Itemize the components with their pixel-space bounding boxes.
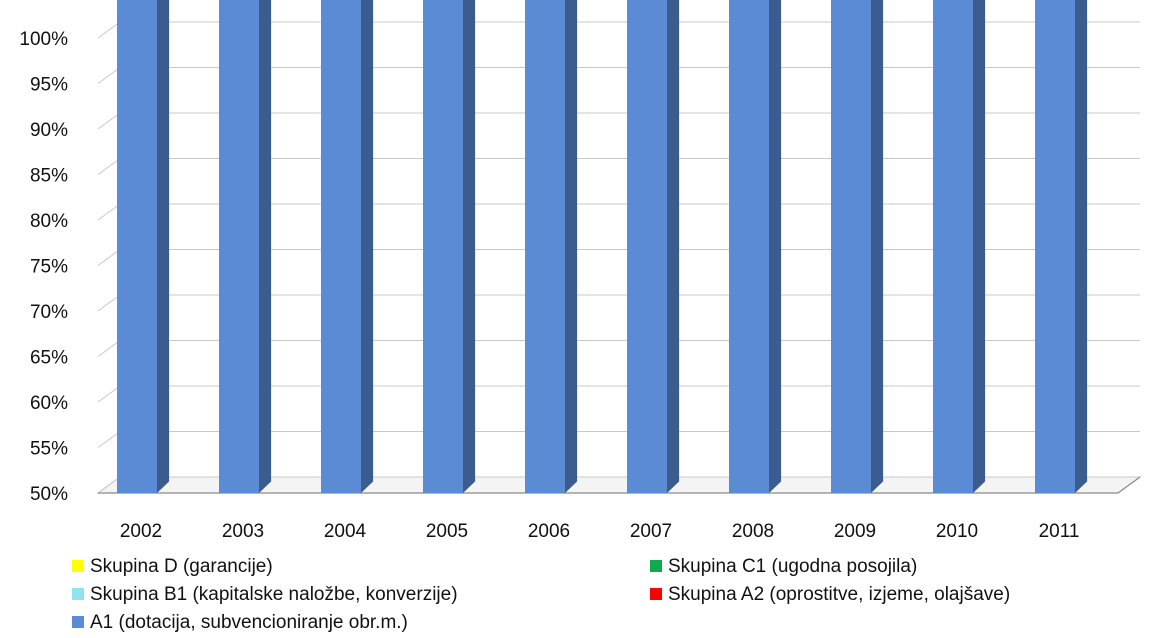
x-axis-labels: 2002 2003 2004 2005 2006 2007 2008 2009 2010 2011 [120, 521, 1080, 542]
legend-item-1: Skupina A2 (oprostitve, izjeme, olajšave… [650, 584, 1010, 605]
y-tick-label: 80% [30, 211, 68, 232]
x-tick-label: 2009 [834, 521, 876, 542]
y-tick-label: 55% [30, 439, 68, 460]
bar-2003-series-0 [219, 0, 272, 494]
bar-2002-series-0 [117, 0, 170, 493]
bar-2007-series-0 [627, 0, 680, 493]
bar-2008-series-0 [729, 0, 782, 493]
y-tick-label: 100% [19, 29, 68, 50]
legend-label: Skupina C1 (ugodna posojila) [668, 556, 917, 577]
legend-label: Skupina A2 (oprostitve, izjeme, olajšave… [668, 584, 1010, 605]
y-tick-label: 65% [30, 348, 68, 369]
gridline-depth [97, 476, 121, 494]
gridline-depth [97, 67, 121, 84]
legend-label: A1 (dotacija, subvencioniranje obr.m.) [90, 612, 408, 633]
legend-item-0: A1 (dotacija, subvencioniranje obr.m.) [72, 612, 408, 633]
bar-2006-series-0 [525, 0, 578, 493]
y-tick-label: 85% [30, 166, 68, 187]
legend-label: Skupina B1 (kapitalske naložbe, konverzi… [90, 584, 458, 605]
y-tick-label: 50% [30, 484, 68, 505]
gridline-depth [97, 158, 121, 175]
y-tick-label: 75% [30, 257, 68, 278]
legend-swatch [650, 588, 662, 600]
y-tick-label: 95% [30, 75, 68, 96]
x-tick-label: 2004 [324, 521, 367, 542]
x-axis-depth [1117, 476, 1141, 494]
legend-swatch [72, 588, 84, 600]
gridline-depth [97, 203, 121, 221]
x-tick-label: 2006 [528, 521, 570, 542]
legend: Skupina D (garancije) Skupina C1 (ugodna … [72, 556, 1010, 633]
bar-2009-series-0 [831, 0, 884, 494]
legend-item-3: Skupina C1 (ugodna posojila) [650, 556, 917, 577]
x-tick-label: 2002 [120, 521, 162, 542]
legend-swatch [650, 560, 662, 572]
gridline-depth [97, 385, 121, 403]
legend-item-2: Skupina B1 (kapitalske naložbe, konverzi… [72, 584, 458, 605]
y-tick-label: 90% [30, 120, 68, 141]
bars-layer [117, 0, 1088, 494]
legend-item-4: Skupina D (garancije) [72, 556, 273, 577]
legend-label: Skupina D (garancije) [90, 556, 273, 577]
legend-swatch [72, 616, 84, 628]
gridline-depth [97, 112, 121, 130]
bar-2010-series-0 [933, 0, 986, 493]
legend-swatch [72, 560, 84, 572]
x-tick-label: 2005 [426, 521, 468, 542]
y-axis-labels: 50% 55% 60% 65% 70% 75% 80% 85% 90% 95% 100% [19, 29, 68, 505]
x-tick-label: 2010 [936, 521, 978, 542]
x-tick-label: 2003 [222, 521, 264, 542]
y-tick-label: 60% [30, 393, 68, 414]
x-tick-label: 2007 [630, 521, 672, 542]
gridline-depth [97, 249, 121, 266]
bar-2011-series-0 [1035, 0, 1088, 494]
bar-2005-series-0 [423, 0, 476, 493]
y-tick-label: 70% [30, 302, 68, 323]
gridline-depth [97, 21, 121, 39]
bar-2004-series-0 [321, 0, 374, 493]
gridline-depth [97, 340, 121, 357]
gridline-depth [97, 431, 121, 448]
gridline-depth [97, 294, 121, 312]
x-tick-label: 2011 [1039, 521, 1080, 542]
x-tick-label: 2008 [732, 521, 774, 542]
